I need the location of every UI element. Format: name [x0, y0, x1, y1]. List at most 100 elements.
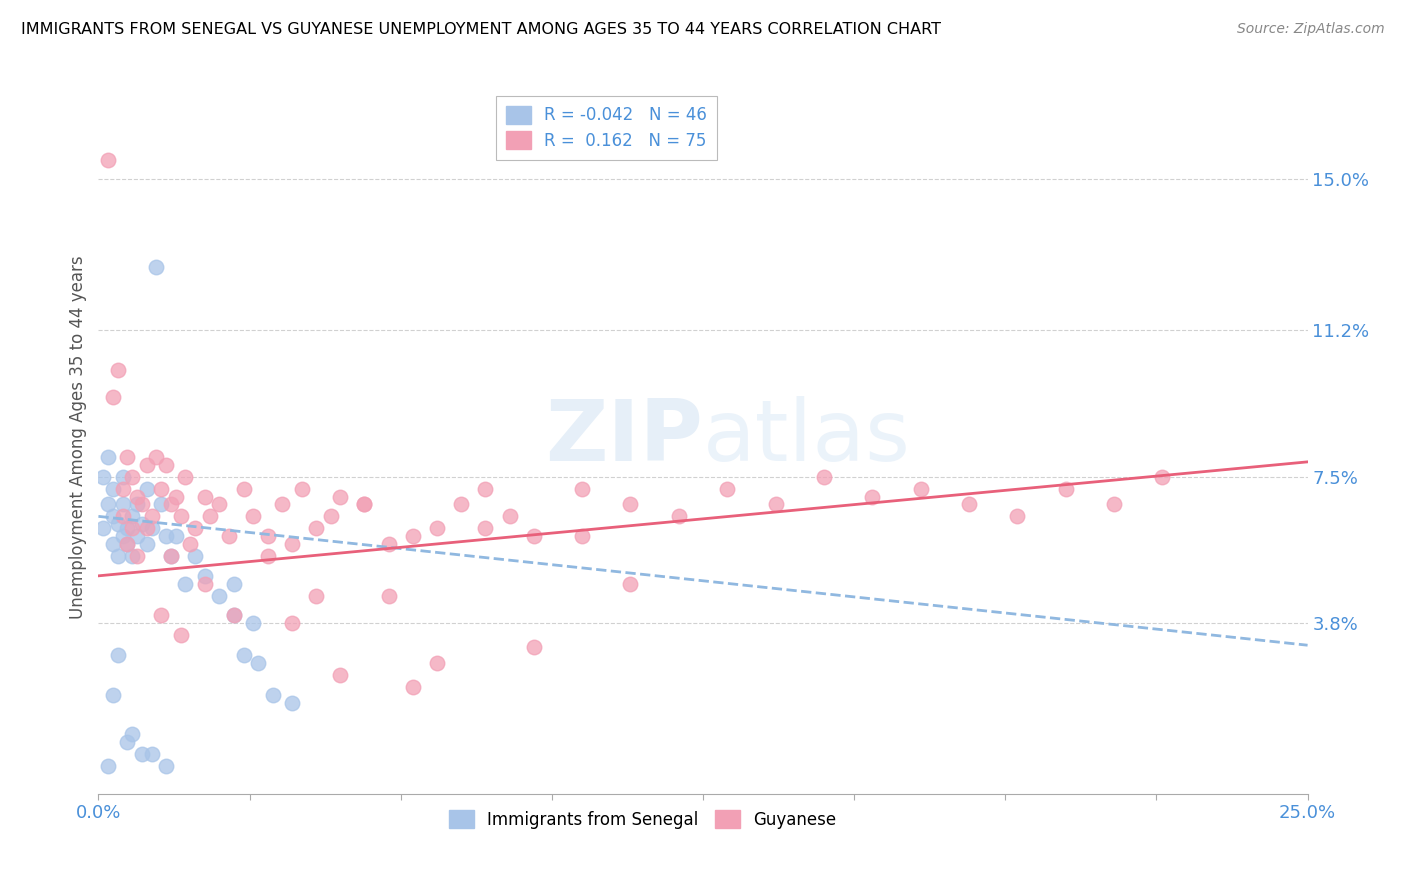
Y-axis label: Unemployment Among Ages 35 to 44 years: Unemployment Among Ages 35 to 44 years: [69, 255, 87, 619]
Point: [716, 482, 738, 496]
Point: [165, 490, 187, 504]
Point: [860, 490, 883, 504]
Point: [281, 696, 304, 710]
Point: [353, 498, 375, 512]
Point: [329, 668, 352, 682]
Legend: Immigrants from Senegal, Guyanese: Immigrants from Senegal, Guyanese: [441, 804, 844, 836]
Point: [101, 509, 124, 524]
Point: [194, 490, 217, 504]
Point: [169, 509, 191, 524]
Point: [97, 759, 120, 773]
Point: [165, 529, 187, 543]
Point: [111, 469, 134, 483]
Point: [1054, 482, 1077, 496]
Point: [111, 509, 134, 524]
Point: [571, 529, 593, 543]
Point: [474, 521, 496, 535]
Point: [523, 640, 546, 655]
Point: [247, 656, 270, 670]
Point: [131, 747, 153, 762]
Point: [107, 362, 129, 376]
Point: [242, 616, 264, 631]
Point: [160, 549, 183, 563]
Point: [957, 498, 980, 512]
Point: [619, 498, 641, 512]
Point: [117, 735, 139, 749]
Text: atlas: atlas: [703, 395, 911, 479]
Point: [127, 549, 149, 563]
Point: [402, 529, 425, 543]
Point: [194, 569, 217, 583]
Point: [668, 509, 690, 524]
Point: [121, 509, 143, 524]
Point: [101, 537, 124, 551]
Point: [150, 482, 173, 496]
Point: [121, 549, 143, 563]
Point: [523, 529, 546, 543]
Point: [97, 450, 120, 464]
Point: [107, 648, 129, 662]
Point: [111, 498, 134, 512]
Point: [121, 727, 143, 741]
Point: [174, 469, 197, 483]
Point: [111, 482, 134, 496]
Point: [121, 469, 143, 483]
Point: [107, 517, 129, 532]
Point: [256, 549, 278, 563]
Point: [107, 549, 129, 563]
Point: [281, 537, 304, 551]
Point: [426, 521, 449, 535]
Point: [305, 589, 328, 603]
Point: [765, 498, 787, 512]
Point: [91, 469, 114, 483]
Point: [474, 482, 496, 496]
Point: [127, 490, 149, 504]
Point: [184, 521, 207, 535]
Point: [232, 648, 254, 662]
Point: [131, 517, 153, 532]
Point: [97, 153, 120, 167]
Point: [619, 576, 641, 591]
Point: [111, 529, 134, 543]
Point: [222, 576, 245, 591]
Point: [150, 498, 173, 512]
Point: [1007, 509, 1029, 524]
Point: [155, 759, 177, 773]
Point: [155, 529, 177, 543]
Point: [131, 498, 153, 512]
Point: [135, 521, 157, 535]
Point: [135, 537, 157, 551]
Point: [179, 537, 201, 551]
Point: [198, 509, 221, 524]
Point: [160, 549, 183, 563]
Point: [232, 482, 254, 496]
Point: [353, 498, 375, 512]
Point: [101, 482, 124, 496]
Point: [910, 482, 932, 496]
Point: [813, 469, 835, 483]
Point: [222, 608, 245, 623]
Point: [1102, 498, 1125, 512]
Point: [160, 498, 183, 512]
Point: [117, 521, 139, 535]
Point: [271, 498, 294, 512]
Point: [305, 521, 328, 535]
Point: [498, 509, 520, 524]
Point: [1152, 469, 1174, 483]
Point: [141, 509, 163, 524]
Point: [169, 628, 191, 642]
Point: [402, 680, 425, 694]
Point: [121, 521, 143, 535]
Point: [208, 589, 231, 603]
Point: [145, 260, 167, 274]
Point: [426, 656, 449, 670]
Point: [127, 498, 149, 512]
Text: Source: ZipAtlas.com: Source: ZipAtlas.com: [1237, 22, 1385, 37]
Point: [155, 458, 177, 472]
Point: [319, 509, 342, 524]
Point: [117, 537, 139, 551]
Point: [208, 498, 231, 512]
Point: [141, 747, 163, 762]
Point: [377, 537, 399, 551]
Point: [218, 529, 240, 543]
